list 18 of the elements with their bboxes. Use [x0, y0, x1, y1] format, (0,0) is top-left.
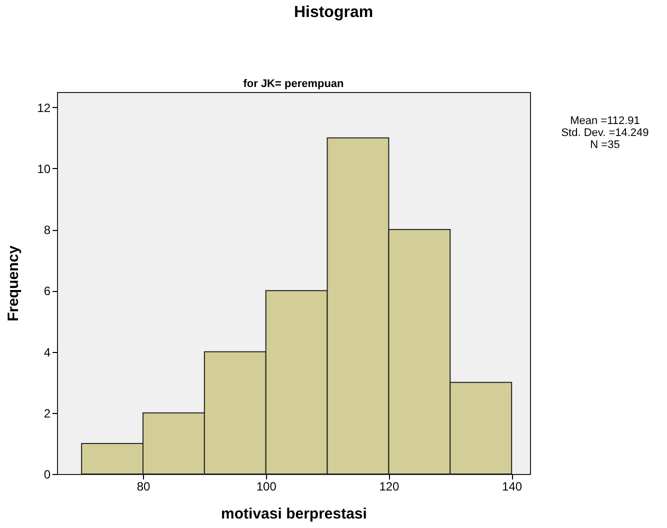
y-axis-title: Frequency: [5, 244, 22, 322]
text: Std. Dev. =14.249: [560, 127, 650, 139]
x-tick-label: 100: [256, 480, 277, 494]
y-tick-label: 12: [37, 100, 51, 115]
y-tick-label: 6: [44, 284, 51, 298]
y-tick-label: 4: [44, 345, 51, 360]
x-tick-label: 140: [502, 480, 522, 494]
x-tick-label: 120: [379, 480, 400, 494]
y-tick-label: 0: [44, 468, 51, 482]
y-tick-label: 2: [44, 406, 51, 420]
y-tick-label: 10: [37, 162, 51, 176]
text: Mean =112.91: [569, 115, 641, 127]
y-tick-label: 8: [44, 223, 51, 238]
text: N =35: [589, 139, 621, 151]
chart-subtitle: for JK= perempuan: [243, 78, 344, 90]
x-tick-label: 80: [136, 480, 150, 494]
chart-title: Histogram: [292, 4, 374, 22]
x-axis-title: motivasi berprestasi: [221, 506, 367, 522]
